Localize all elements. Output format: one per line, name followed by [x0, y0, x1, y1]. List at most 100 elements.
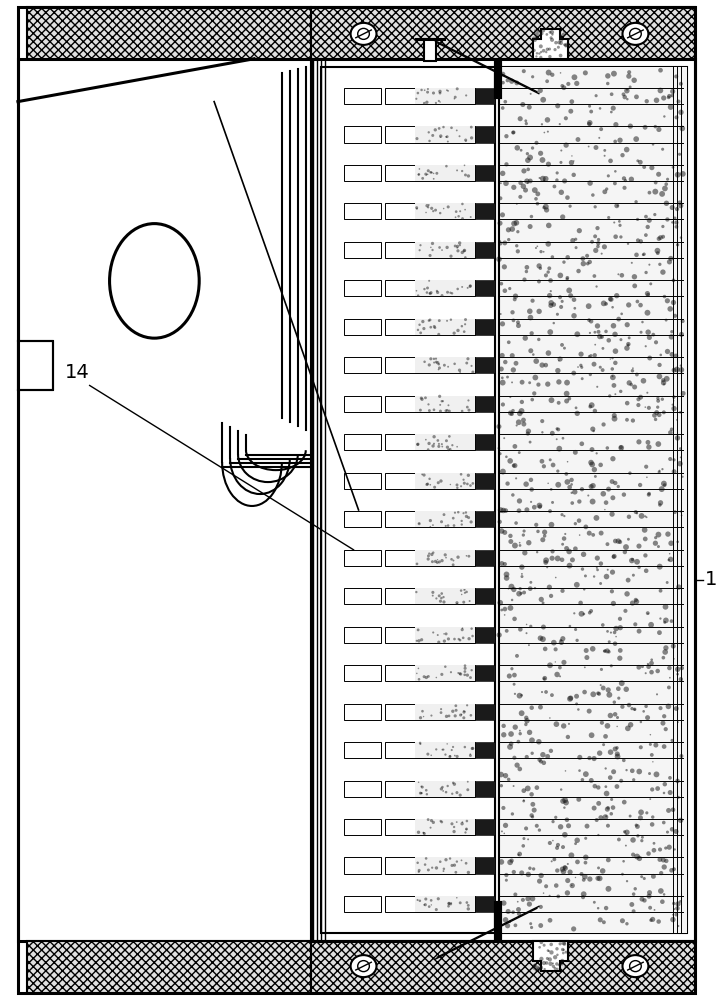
Point: [587, 641, 599, 657]
Point: [578, 606, 589, 622]
Point: [500, 566, 512, 582]
Point: [420, 390, 432, 406]
Point: [462, 351, 474, 367]
Point: [628, 772, 640, 788]
Point: [591, 510, 602, 526]
Point: [551, 306, 563, 322]
Point: [538, 92, 549, 108]
Point: [567, 552, 578, 568]
Point: [546, 588, 557, 604]
Point: [457, 211, 468, 227]
Point: [609, 624, 620, 640]
Point: [597, 362, 608, 378]
Point: [582, 256, 594, 272]
Point: [607, 564, 618, 580]
Point: [518, 163, 530, 179]
Point: [518, 178, 529, 194]
Point: [644, 885, 656, 901]
Point: [609, 411, 620, 427]
Point: [559, 37, 570, 53]
Point: [420, 432, 432, 448]
Point: [493, 419, 505, 435]
Point: [431, 902, 442, 918]
Point: [661, 574, 673, 590]
Point: [630, 131, 642, 147]
Point: [546, 517, 557, 533]
Point: [460, 312, 471, 328]
Point: [428, 171, 439, 187]
Point: [416, 82, 427, 98]
Point: [452, 596, 463, 612]
Point: [663, 88, 675, 104]
Point: [621, 340, 633, 356]
Point: [603, 644, 615, 660]
Point: [500, 503, 511, 519]
Bar: [415, 396, 475, 412]
Point: [462, 667, 473, 683]
Point: [640, 563, 652, 579]
Point: [593, 232, 605, 248]
Point: [531, 818, 543, 834]
Point: [615, 217, 626, 233]
Point: [592, 870, 604, 886]
Bar: [415, 781, 475, 797]
Point: [653, 527, 664, 543]
Point: [627, 360, 638, 376]
Point: [596, 246, 607, 262]
Point: [564, 864, 576, 880]
Point: [535, 244, 546, 260]
Point: [593, 860, 605, 876]
Point: [572, 854, 583, 870]
Point: [446, 120, 457, 136]
Point: [541, 878, 552, 894]
Point: [425, 285, 437, 301]
Point: [462, 864, 474, 880]
Point: [610, 326, 621, 342]
Point: [554, 116, 566, 132]
Point: [623, 337, 634, 353]
Point: [600, 323, 612, 339]
Point: [584, 525, 595, 541]
Point: [668, 389, 680, 405]
Point: [425, 319, 437, 335]
Point: [416, 785, 427, 801]
Point: [545, 743, 556, 759]
Point: [523, 535, 534, 551]
Point: [507, 806, 518, 822]
Point: [664, 670, 676, 686]
Point: [651, 92, 662, 108]
Point: [606, 474, 617, 490]
Point: [413, 660, 424, 676]
Point: [462, 897, 474, 913]
Point: [580, 849, 592, 865]
Point: [620, 603, 631, 619]
Point: [658, 476, 670, 492]
Bar: [415, 203, 475, 219]
Point: [451, 854, 462, 870]
Point: [668, 464, 680, 480]
Point: [429, 122, 441, 138]
Point: [466, 358, 477, 374]
Point: [645, 736, 656, 752]
Point: [513, 906, 525, 922]
Point: [438, 507, 449, 523]
Point: [521, 173, 533, 189]
Point: [538, 125, 550, 141]
Point: [534, 499, 546, 515]
Point: [508, 312, 519, 328]
Point: [508, 458, 519, 474]
Point: [454, 787, 466, 803]
Point: [531, 30, 543, 46]
Point: [629, 278, 640, 294]
Point: [418, 709, 429, 725]
Point: [655, 62, 666, 78]
Point: [643, 606, 654, 622]
Point: [434, 554, 445, 570]
Point: [457, 244, 468, 260]
Bar: [386, 434, 475, 450]
Point: [551, 878, 562, 894]
Point: [426, 242, 438, 258]
Point: [551, 956, 563, 972]
Point: [438, 589, 449, 605]
Point: [523, 423, 534, 439]
